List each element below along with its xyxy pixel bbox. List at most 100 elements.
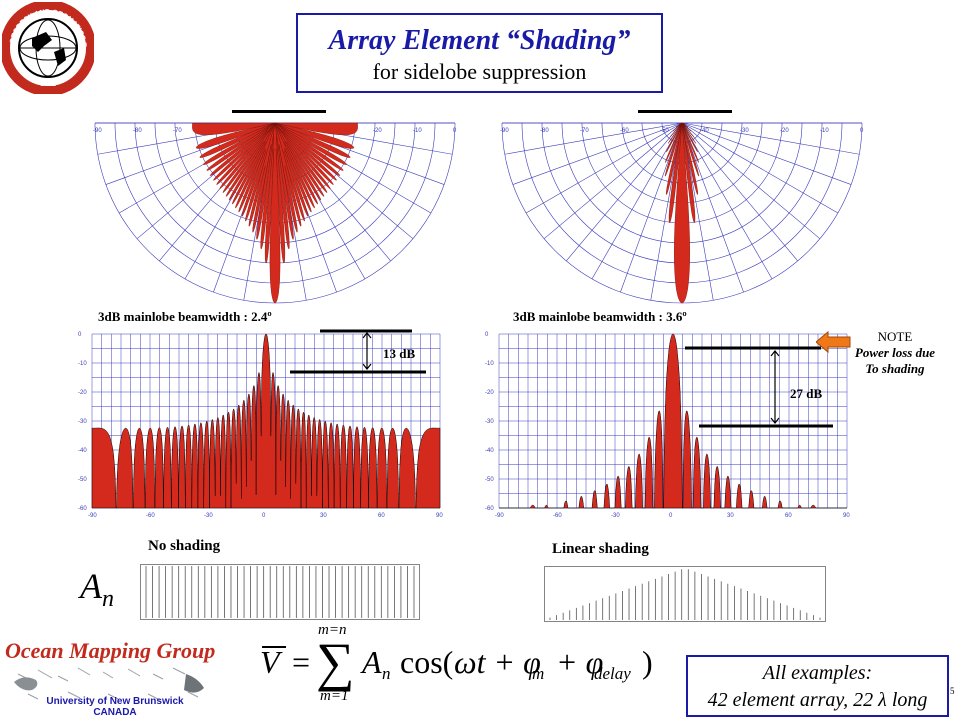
y-tick-label: -60 [78, 506, 87, 512]
y-tick-label: -20 [78, 390, 87, 396]
equation-close: ) [642, 644, 653, 680]
x-tick-label: 60 [785, 513, 792, 519]
beam-pattern [499, 333, 847, 509]
polar-tick-label: -30 [740, 128, 749, 134]
array-bar-left [232, 110, 326, 113]
equation-phi-m-sub: m [532, 664, 545, 683]
beamwidth-caption-right: 3dB mainlobe beamwidth : 3.6º [513, 309, 687, 324]
shade-frame [544, 566, 826, 622]
polar-tick-label: -80 [540, 128, 549, 134]
unb-logo: GEODESY AND GEOMATICS ENGINEERING UNB [2, 2, 94, 94]
x-tick-label: 30 [727, 513, 734, 519]
polar-spoke [512, 122, 683, 185]
amplitude-symbol: An [80, 565, 114, 613]
x-tick-label: -30 [204, 513, 213, 519]
x-tick-label: 0 [262, 513, 266, 519]
beamwidth-caption-left: 3dB mainlobe beamwidth : 2.4º [98, 309, 272, 324]
polar-tick-label: -50 [660, 128, 669, 134]
array-bar-right [638, 110, 732, 113]
x-tick-label: -30 [611, 513, 620, 519]
x-tick-label: -60 [553, 513, 562, 519]
polar-spoke [681, 122, 744, 293]
beam-pattern [91, 333, 441, 509]
y-tick-label: -20 [485, 390, 494, 396]
orange-arrow-icon [816, 330, 851, 354]
polar-tick-label: -20 [780, 128, 789, 134]
footer-line2: 42 element array, 22 λ long [707, 689, 928, 711]
polar-spoke [620, 122, 683, 293]
y-tick-label: -30 [78, 419, 87, 425]
omg-university: University of New Brunswick [46, 696, 184, 707]
polar-spoke [681, 122, 821, 239]
beamforming-equation: V = m=n ∑ m=1 A n cos( ωt + φ m + φ dela… [258, 622, 678, 712]
equation-omega: ωt + φ [454, 644, 541, 680]
omg-logo-title: Ocean Mapping Group [5, 638, 216, 663]
polar-tick-label: 0 [453, 128, 457, 134]
omg-logo-graphic [14, 667, 204, 701]
polar-tick-label: -70 [173, 128, 182, 134]
polar-tick-label: -10 [820, 128, 829, 134]
note-box: NOTE Power loss due To shading [840, 329, 950, 377]
polar-tick-label: -90 [500, 128, 509, 134]
x-tick-label: -60 [146, 513, 155, 519]
polar-spoke [681, 122, 839, 214]
page-number: 5 [950, 686, 955, 696]
y-tick-label: -50 [78, 477, 87, 483]
shading-label-right: Linear shading [552, 541, 649, 557]
x-tick-label: -90 [88, 513, 97, 519]
amplitude-symbol-sub: n [102, 586, 114, 613]
beam-pattern-no-shading: 0-10-20-30-40-50-60-90 -60 -30 0 30 60 90 [72, 326, 462, 526]
polar-tick-label: -60 [620, 128, 629, 134]
omg-country: CANADA [93, 707, 137, 718]
sidelobe-annotation-left [290, 329, 426, 374]
equation-cos: cos( [400, 644, 454, 680]
note-heading: NOTE [877, 329, 913, 344]
y-tick-label: 0 [78, 332, 82, 338]
y-tick-label: -50 [485, 477, 494, 483]
equation-lhs: V [260, 644, 280, 680]
polar-lobe [664, 122, 700, 304]
vector-bar [262, 646, 286, 648]
polar-tick-label: 0 [860, 128, 864, 134]
x-tick-label: 30 [320, 513, 327, 519]
logo-text-bottom: UNB [39, 79, 57, 88]
shading-label-left: No shading [148, 538, 221, 554]
y-tick-label: -30 [485, 419, 494, 425]
polar-spoke [525, 122, 683, 214]
polar-tick-label: -40 [700, 128, 709, 134]
shading-weights-uniform [140, 564, 420, 620]
polar-spoke [566, 122, 683, 262]
y-tick-label: -10 [485, 361, 494, 367]
equation-a-sub: n [382, 664, 391, 683]
polar-tick-label: -80 [133, 128, 142, 134]
slide-title: Array Element “Shading” [328, 25, 631, 56]
note-line2: To shading [865, 361, 925, 376]
note-line1: Power loss due [854, 345, 936, 360]
y-tick-label: -10 [78, 361, 87, 367]
sum-upper: m=n [318, 622, 347, 638]
sidelobe-db-right: 27 dB [790, 386, 823, 401]
sidelobe-annotation-right [685, 346, 833, 428]
polar-tick-label: -10 [413, 128, 422, 134]
equation-delay-sub: delay [594, 664, 631, 683]
polar-spoke [681, 122, 798, 262]
y-tick-label: 0 [485, 332, 489, 338]
x-tick-label: -90 [495, 513, 504, 519]
footer-line1: All examples: [762, 662, 873, 684]
equation-phi-delay: + φ [548, 644, 604, 680]
polar-spoke [681, 122, 852, 185]
x-tick-label: 60 [378, 513, 385, 519]
x-tick-label: 0 [669, 513, 673, 519]
sum-lower: m=1 [320, 688, 349, 704]
shading-weights-linear [544, 566, 826, 622]
sum-sign: ∑ [316, 632, 355, 692]
polar-tick-label: -20 [373, 128, 382, 134]
polar-spoke [681, 122, 773, 280]
slide-subtitle: for sidelobe suppression [372, 59, 587, 84]
polar-spoke [543, 122, 683, 239]
sidelobe-db-left: 13 dB [383, 346, 416, 361]
polar-tick-label: -90 [93, 128, 102, 134]
polar-spoke [591, 122, 683, 280]
polar-spoke [650, 122, 683, 301]
y-tick-label: -40 [78, 448, 87, 454]
